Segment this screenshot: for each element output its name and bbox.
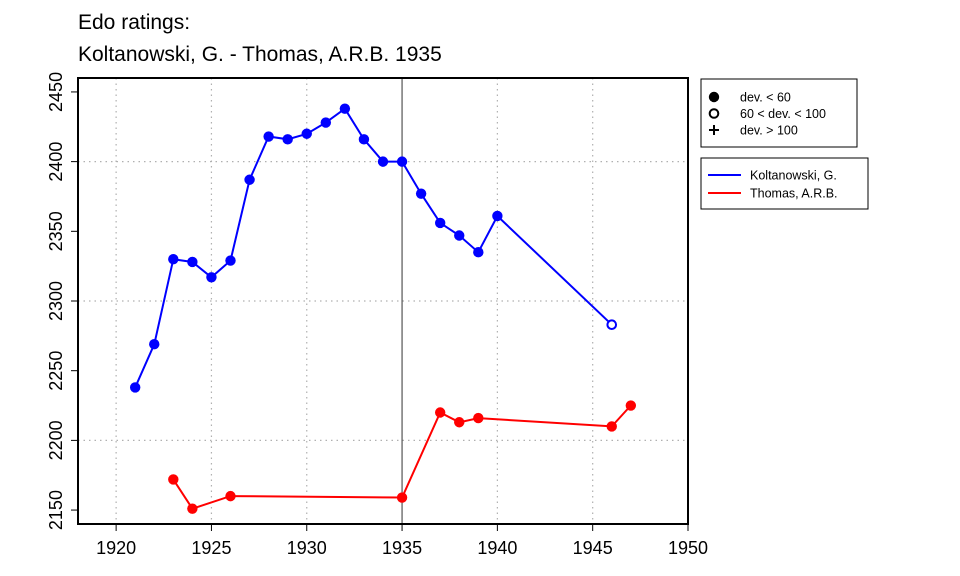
data-point <box>606 421 617 432</box>
data-point <box>225 255 236 266</box>
data-point <box>320 117 332 128</box>
series-group <box>129 103 637 514</box>
marker-legend-label: 60 < dev. < 100 <box>740 107 826 121</box>
data-point <box>396 492 408 503</box>
data-point <box>168 253 179 265</box>
data-point <box>434 217 446 229</box>
y-tick-label: 2350 <box>46 211 66 251</box>
x-tick-label: 1940 <box>477 538 517 558</box>
x-tick-label: 1925 <box>191 538 231 558</box>
legends: dev. < 60 60 < dev. < 100 dev. > 100 Koltan… <box>700 78 869 210</box>
x-tick-label: 1930 <box>287 538 327 558</box>
data-point <box>301 128 312 139</box>
marker-legend-symbol <box>708 108 720 119</box>
data-point <box>187 503 198 514</box>
data-point <box>454 417 465 428</box>
series-legend: Koltanowski, G. Thomas, A.R.B. <box>700 157 869 210</box>
data-point <box>454 230 465 241</box>
marker-legend: dev. < 60 60 < dev. < 100 dev. > 100 <box>700 78 858 148</box>
grid-lines <box>78 78 689 524</box>
x-tick-label: 1950 <box>668 538 708 558</box>
data-point <box>244 174 255 185</box>
series-legend-box <box>700 157 869 210</box>
data-point <box>225 490 236 502</box>
data-point <box>339 103 351 114</box>
series-legend-label: Koltanowski, G. <box>750 169 837 183</box>
y-tick-label: 2200 <box>46 420 66 460</box>
data-point <box>473 247 484 258</box>
series-line-0 <box>134 107 613 388</box>
series-legend-label: Thomas, A.R.B. <box>750 187 838 201</box>
x-tick-label: 1935 <box>382 538 422 558</box>
data-point <box>606 319 618 330</box>
data-point <box>206 272 217 283</box>
data-point <box>492 210 503 222</box>
data-point <box>415 188 427 199</box>
marker-legend-box <box>700 78 858 148</box>
data-point <box>396 156 408 167</box>
y-tick-label: 2450 <box>46 72 66 112</box>
data-point <box>358 134 370 145</box>
y-tick-label: 2300 <box>46 281 66 321</box>
data-point <box>129 382 141 393</box>
marker-legend-label: dev. > 100 <box>740 124 798 138</box>
data-point <box>377 156 389 167</box>
marker-legend-symbol <box>709 125 719 135</box>
x-tick-label: 1945 <box>573 538 613 558</box>
y-tick-label: 2400 <box>46 142 66 182</box>
y-tick-label: 2150 <box>46 490 66 530</box>
series-0 <box>129 103 618 393</box>
data-point <box>625 400 637 411</box>
axes: 1920 1925 1930 1935 1940 1945 1950 2150 2200 2250… <box>46 72 708 558</box>
data-point <box>263 131 274 142</box>
x-tick-label: 1920 <box>96 538 136 558</box>
data-point <box>282 134 293 145</box>
data-point <box>187 256 198 268</box>
series-1 <box>168 400 637 514</box>
chart-subtitle: Koltanowski, G. - Thomas, A.R.B. 1935 <box>78 43 442 66</box>
data-point <box>168 474 179 485</box>
y-tick-label: 2250 <box>46 351 66 391</box>
marker-legend-symbol <box>708 91 720 103</box>
data-point <box>149 339 160 350</box>
data-point <box>473 412 484 424</box>
data-point <box>434 407 446 418</box>
marker-legend-label: dev. < 60 <box>740 91 791 105</box>
chart-title: Edo ratings: <box>78 11 190 34</box>
